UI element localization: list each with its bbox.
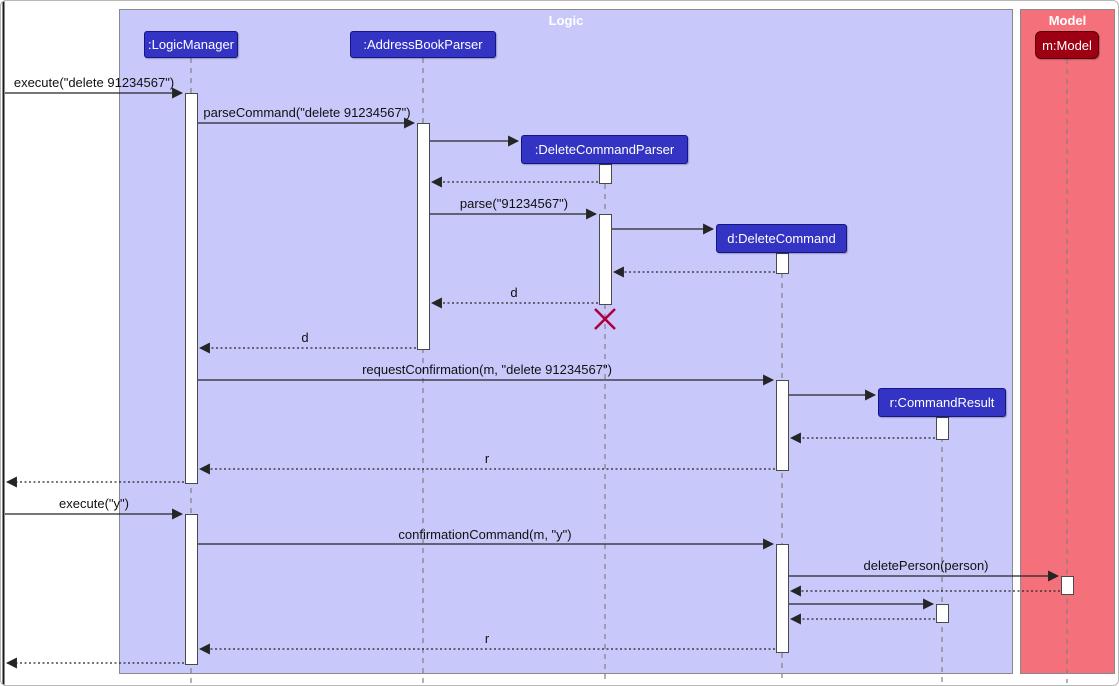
participant-model: m:Model bbox=[1035, 31, 1099, 59]
message-label-return-d-1: d bbox=[510, 285, 518, 300]
participant-addressbookparser: :AddressBookParser bbox=[350, 31, 496, 58]
message-label-return-r-1: r bbox=[484, 451, 490, 466]
activation-model bbox=[1061, 576, 1074, 595]
message-label-confirmationcommand: confirmationCommand(m, "y") bbox=[398, 527, 572, 542]
model-frame-title: Model bbox=[1048, 13, 1087, 28]
destroy-cross-icon bbox=[594, 308, 616, 330]
logic-frame: Logic bbox=[119, 9, 1013, 674]
activation-deletecommand-2 bbox=[776, 380, 789, 471]
message-label-parse: parse("91234567") bbox=[459, 196, 569, 211]
activation-addressbookparser bbox=[417, 123, 430, 350]
activation-deletecommand-3 bbox=[776, 544, 789, 653]
participant-deletecommandparser: :DeleteCommandParser bbox=[521, 135, 688, 164]
message-label-execute-delete: execute("delete 91234567") bbox=[13, 75, 175, 90]
participant-deletecommand: d:DeleteCommand bbox=[716, 224, 847, 253]
activation-logicmanager-2 bbox=[185, 514, 198, 665]
activation-logicmanager-1 bbox=[185, 93, 198, 484]
message-label-requestconfirmation: requestConfirmation(m, "delete 91234567"… bbox=[362, 362, 612, 377]
call-arrows bbox=[5, 87, 1060, 610]
message-label-return-d-2: d bbox=[301, 330, 309, 345]
message-label-deleteperson: deletePerson(person) bbox=[863, 558, 989, 573]
participant-commandresult: r:CommandResult bbox=[878, 388, 1006, 417]
activation-deletecommandparser-1 bbox=[599, 164, 612, 184]
return-arrows bbox=[5, 176, 1060, 669]
message-label-return-r-2: r bbox=[484, 631, 490, 646]
activation-commandresult-2 bbox=[936, 604, 949, 623]
activation-deletecommandparser-2 bbox=[599, 214, 612, 305]
logic-frame-title: Logic bbox=[548, 13, 584, 28]
activation-commandresult-1 bbox=[936, 417, 949, 440]
message-label-parsecommand: parseCommand("delete 91234567") bbox=[203, 105, 411, 120]
participant-logicmanager: :LogicManager bbox=[144, 31, 238, 58]
activation-deletecommand-1 bbox=[776, 253, 789, 274]
message-label-execute-y: execute("y") bbox=[59, 496, 129, 511]
